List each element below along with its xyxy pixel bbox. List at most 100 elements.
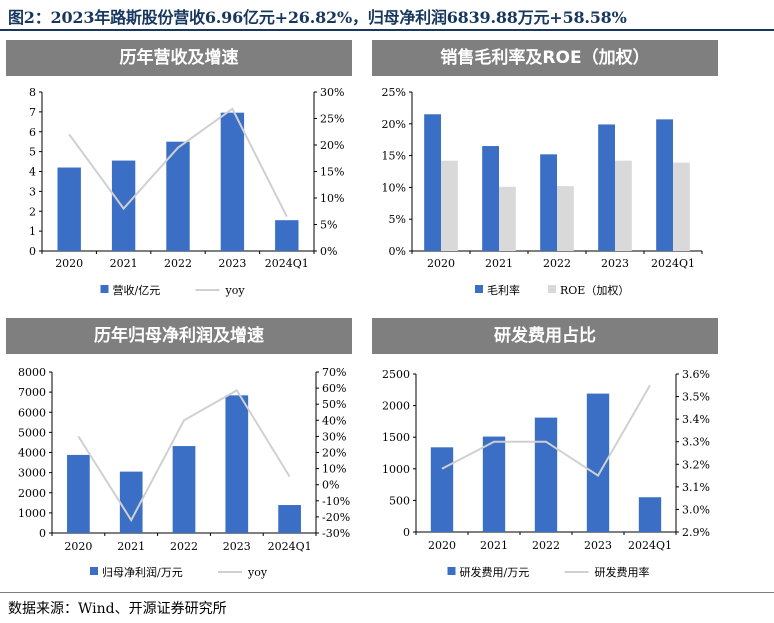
bar-primary [166, 141, 190, 251]
margin-chart-title: 销售毛利率及ROE（加权） [372, 40, 718, 76]
bar-primary [225, 395, 249, 533]
revenue-chart-title: 历年营收及增速 [6, 40, 352, 76]
right-tick-label: 3.1% [682, 481, 710, 494]
rd-panel: 研发费用占比 0 500 1000 1500 2000 2500 2.9% 3.0% 3.1% 3… [372, 318, 718, 586]
legend-swatch [100, 285, 109, 293]
revenue-panel: 历年营收及增速 0 1 2 3 4 5 6 7 8 0% 5% 10% 15% 20% 25% 30% 2020… [6, 40, 352, 308]
legend-swatch [548, 285, 556, 293]
left-tick-label: 1500 [382, 431, 410, 444]
category-label: 2023 [584, 539, 612, 552]
right-tick-label: 60% [322, 382, 346, 395]
category-label: 2022 [532, 539, 560, 552]
series-line [441, 384, 651, 477]
category-label: 2022 [170, 540, 198, 553]
category-label: 2024Q1 [651, 257, 695, 270]
margin-chart: 0% 5% 10% 15% 20% 25% 2020 2021 2022 2023 2024Q1 毛利… [382, 86, 703, 297]
bar-primary [278, 505, 301, 533]
left-tick-label: 8 [29, 86, 36, 99]
category-label: 2024Q1 [265, 257, 309, 270]
margin-panel: 销售毛利率及ROE（加权） 0% 5% 10% 15% 20% 25% 2020 2021 20… [372, 40, 718, 308]
bar-secondary [615, 160, 632, 251]
rd-chart: 0 500 1000 1500 2000 2500 2.9% 3.0% 3.1% 3.2% 3.3%… [382, 368, 710, 579]
series-line [68, 107, 288, 218]
category-label: 2021 [485, 257, 513, 270]
left-tick-label: 0 [29, 245, 36, 258]
right-tick-label: 20% [320, 139, 344, 152]
legend-label: 归母净利润/万元 [102, 565, 183, 579]
right-tick-label: -20% [322, 511, 350, 524]
figure-title: 图2：2023年路斯股份营收6.96亿元+26.82%，归母净利润6839.88… [8, 8, 627, 27]
bar-primary [534, 417, 558, 532]
left-tick-label: 6 [29, 126, 36, 139]
bar-primary [598, 124, 615, 251]
bar-primary [111, 160, 136, 251]
category-label: 2022 [543, 257, 571, 270]
right-tick-label: -30% [322, 527, 350, 540]
bar-secondary [441, 160, 458, 251]
legend-label: 研发费用率 [595, 565, 650, 579]
bar-primary [586, 393, 610, 532]
right-tick-label: 50% [322, 398, 346, 411]
left-tick-label: 4000 [18, 447, 46, 460]
right-tick-label: 30% [322, 430, 346, 443]
source-note: 数据来源：Wind、开源证券研究所 [8, 601, 227, 617]
left-tick-label: 1000 [18, 507, 46, 520]
left-tick-label: 3 [29, 185, 36, 198]
category-label: 2020 [427, 257, 455, 270]
category-label: 2023 [601, 257, 629, 270]
title-rule [0, 29, 774, 31]
legend-label: 营收/亿元 [113, 283, 161, 297]
left-tick-label: 7000 [18, 386, 46, 399]
right-tick-label: 0% [322, 479, 339, 492]
bar-primary [482, 146, 499, 251]
right-tick-label: 25% [320, 113, 344, 126]
legend-label: 毛利率 [487, 283, 520, 297]
left-tick-label: 5000 [18, 426, 46, 439]
right-tick-label: -10% [322, 495, 350, 508]
right-tick-label: 3.6% [682, 368, 710, 381]
right-tick-label: 10% [320, 192, 344, 205]
profit-chart: 0 1000 2000 3000 4000 5000 6000 7000 8000 -30% -20… [18, 366, 350, 579]
right-tick-label: 3.5% [682, 391, 710, 404]
right-tick-label: 3.2% [682, 458, 710, 471]
left-tick-label: 0 [403, 526, 410, 539]
series-line [77, 389, 291, 523]
bar-primary [656, 119, 673, 252]
right-tick-label: 20% [322, 447, 346, 460]
category-label: 2021 [480, 539, 508, 552]
category-label: 2024Q1 [268, 540, 312, 553]
left-tick-label: 20% [382, 118, 406, 131]
category-label: 2020 [55, 257, 83, 270]
bar-secondary [557, 186, 574, 251]
bar-primary [424, 114, 441, 251]
left-tick-label: 2000 [18, 487, 46, 500]
bar-primary [57, 167, 81, 251]
left-tick-label: 5 [29, 146, 36, 159]
left-tick-label: 500 [389, 494, 410, 507]
left-tick-label: 6000 [18, 406, 46, 419]
bar-primary [67, 454, 90, 533]
right-tick-label: 3.3% [682, 436, 710, 449]
left-tick-label: 15% [382, 150, 406, 163]
bar-primary [275, 220, 299, 251]
category-label: 2021 [110, 257, 138, 270]
left-tick-label: 7 [29, 106, 36, 119]
bar-primary [540, 154, 557, 251]
left-tick-label: 25% [382, 86, 406, 99]
left-tick-label: 10% [382, 181, 406, 194]
right-tick-label: 3.4% [682, 413, 710, 426]
legend-swatch [90, 567, 98, 575]
right-tick-label: 5% [320, 219, 337, 232]
category-label: 2024Q1 [628, 539, 672, 552]
profit-chart-title: 历年归母净利润及增速 [6, 318, 352, 354]
left-tick-label: 8000 [18, 366, 46, 379]
left-tick-label: 1000 [382, 463, 410, 476]
profit-panel: 历年归母净利润及增速 0 1000 2000 3000 4000 5000 6000 7000… [6, 318, 352, 586]
right-tick-label: 0% [320, 245, 337, 258]
category-label: 2023 [218, 257, 246, 270]
left-tick-label: 2 [29, 205, 36, 218]
left-tick-label: 1 [29, 225, 36, 238]
legend-label: 研发费用/万元 [460, 565, 530, 579]
legend-label: ROE（加权） [560, 284, 629, 297]
right-tick-label: 10% [322, 463, 346, 476]
